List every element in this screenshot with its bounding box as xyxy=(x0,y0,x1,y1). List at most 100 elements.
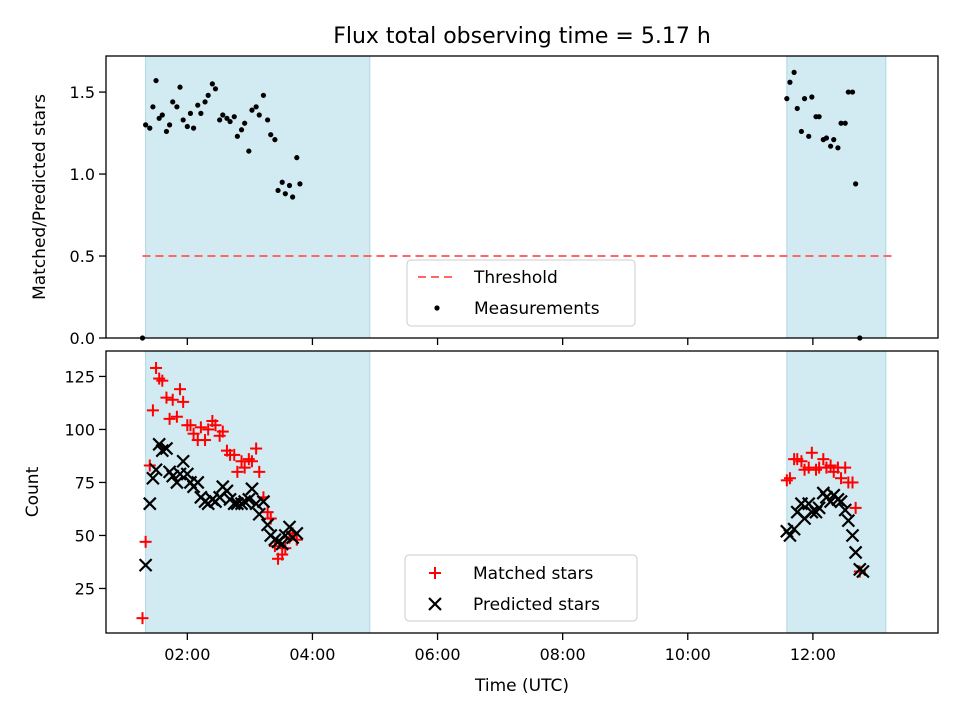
measurement-point xyxy=(198,110,204,116)
measurement-point xyxy=(286,182,293,189)
measurement-point xyxy=(297,181,303,187)
x-tick-label: 04:00 xyxy=(289,645,335,664)
predicted-star-point xyxy=(812,501,826,515)
measurement-point xyxy=(153,77,159,84)
ratio-plot-frame xyxy=(105,55,939,339)
measurement-point xyxy=(205,92,211,98)
measurement-point xyxy=(806,133,812,139)
matched-star-point xyxy=(166,393,179,406)
matched-star-point xyxy=(835,472,848,485)
matched-star-point xyxy=(163,412,176,425)
matched-star-point xyxy=(839,461,852,474)
y-tick-label: 125 xyxy=(64,367,95,386)
count-x-ticks: 02:00 04:00 06:00 08:00 10:00 12:00 xyxy=(164,633,836,664)
count-y-ticks: 25 50 75 100 125 xyxy=(64,367,106,598)
predicted-star-point xyxy=(256,494,271,509)
matched-star-point xyxy=(231,465,244,478)
y-tick-label: 50 xyxy=(75,526,95,545)
measurement-point xyxy=(195,102,201,108)
matched-star-point xyxy=(805,446,818,459)
measurement-point xyxy=(791,69,797,75)
observing-band xyxy=(145,56,370,338)
predicted-star-point xyxy=(260,518,275,532)
measurement-point xyxy=(246,148,252,154)
matched-star-point xyxy=(150,361,163,374)
measurement-point xyxy=(798,128,805,135)
predicted-star-point xyxy=(275,537,289,551)
matched-star-point xyxy=(156,374,169,387)
measurement-point xyxy=(279,179,285,185)
matched-star-point xyxy=(846,476,859,489)
predicted-star-point xyxy=(805,505,819,519)
measurement-point xyxy=(849,89,856,95)
measurement-point xyxy=(212,86,219,92)
measurement-point xyxy=(166,122,173,128)
x-axis-label: Time (UTC) xyxy=(474,676,569,696)
measurement-point xyxy=(227,118,233,125)
predicted-star-point xyxy=(290,526,304,541)
predicted-star-point xyxy=(242,492,256,507)
matched-star-point xyxy=(795,455,808,468)
matched-star-point xyxy=(136,612,149,625)
predicted-star-point xyxy=(155,443,170,458)
measurement-point xyxy=(290,194,296,200)
matched-star-point xyxy=(824,459,837,472)
ratio-panel: 0.0 0.5 1.0 1.5 Matched/Predicted stars Thr… xyxy=(30,55,939,348)
predicted-star-point xyxy=(180,467,195,481)
measurement-point xyxy=(220,112,226,118)
measurement-point xyxy=(823,135,830,141)
measurement-point xyxy=(809,94,815,100)
matched-star-point xyxy=(209,419,222,432)
ratio-legend-box xyxy=(406,259,636,327)
y-tick-label: 1.5 xyxy=(70,83,95,102)
measurement-point xyxy=(294,155,300,161)
observing-bands xyxy=(145,56,887,338)
matched-star-point xyxy=(174,383,187,396)
matched-star-point xyxy=(783,472,796,485)
matched-star-point xyxy=(143,459,156,472)
predicted-star-point xyxy=(787,522,801,536)
measurement-point xyxy=(180,117,186,123)
matched-legend-label: Matched stars xyxy=(473,564,593,584)
predicted-star-point xyxy=(149,462,163,477)
count-legend: Matched stars Predicted stars xyxy=(404,554,638,622)
matched-star-point xyxy=(238,461,251,474)
y-tick-label: 25 xyxy=(75,579,95,598)
measurement-point xyxy=(143,122,149,128)
predicted-legend-label: Predicted stars xyxy=(473,595,600,615)
measurement-point xyxy=(272,137,278,143)
matched-star-point xyxy=(184,419,197,432)
measurement-point xyxy=(853,181,859,187)
matched-star-point xyxy=(187,427,200,440)
measurement-point xyxy=(282,191,288,197)
matched-star-point xyxy=(276,548,289,561)
matched-star-point xyxy=(160,391,173,404)
predicted-star-point xyxy=(220,484,234,498)
predicted-stars-points xyxy=(138,437,870,579)
ratio-y-axis-label: Matched/Predicted stars xyxy=(30,94,50,300)
matched-star-point xyxy=(216,425,229,438)
measurement-point xyxy=(265,117,271,123)
y-tick-label: 100 xyxy=(64,420,95,439)
y-tick-label: 75 xyxy=(75,473,95,492)
predicted-star-point xyxy=(838,503,852,517)
predicted-star-point xyxy=(848,545,863,560)
measurement-point xyxy=(187,110,194,116)
measurement-point xyxy=(794,105,800,112)
measurement-point xyxy=(828,143,834,149)
predicted-star-point xyxy=(252,507,267,522)
count-panel: 02:00 04:00 06:00 08:00 10:00 12:00 25 50 75 100… xyxy=(23,350,939,696)
measurement-point xyxy=(224,115,230,121)
count-legend-box xyxy=(404,554,638,622)
predicted-star-point xyxy=(176,454,190,469)
measurement-point xyxy=(816,114,822,120)
measurement-point xyxy=(202,99,208,105)
measurement-point xyxy=(170,99,176,105)
measurement-point xyxy=(801,96,808,102)
observing-band xyxy=(786,56,886,338)
predicted-star-point xyxy=(170,475,184,490)
matched-star-point xyxy=(177,395,190,408)
matched-star-point xyxy=(194,421,207,434)
measurement-point xyxy=(238,127,245,133)
predicted-star-point xyxy=(845,528,860,543)
